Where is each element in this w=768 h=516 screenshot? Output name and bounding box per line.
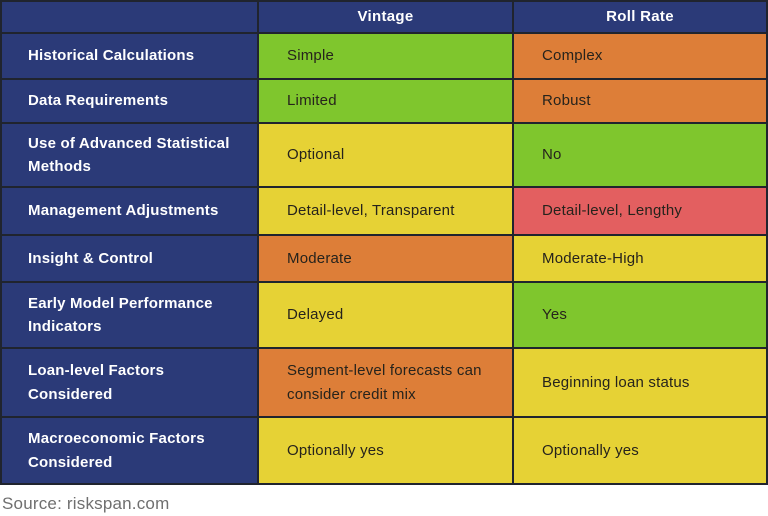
header-vintage: Vintage: [259, 2, 512, 32]
row-label-loan-level-factors: Loan-level Factors Considered: [2, 349, 257, 416]
row-label-management-adjustments: Management Adjustments: [2, 188, 257, 234]
vintage-cell: Detail-level, Transparent: [259, 188, 512, 234]
header-roll-rate: Roll Rate: [514, 2, 766, 32]
vintage-cell: Simple: [259, 34, 512, 78]
roll-rate-cell: No: [514, 124, 766, 186]
roll-rate-cell: Robust: [514, 80, 766, 122]
comparison-table: Vintage Roll Rate Historical Calculation…: [0, 0, 768, 485]
source-attribution: Source: riskspan.com: [2, 494, 170, 513]
roll-rate-cell: Complex: [514, 34, 766, 78]
row-label-insight-and-control: Insight & Control: [2, 236, 257, 281]
roll-rate-cell: Yes: [514, 283, 766, 347]
vintage-cell: Optional: [259, 124, 512, 186]
roll-rate-cell: Detail-level, Lengthy: [514, 188, 766, 234]
vintage-cell: Delayed: [259, 283, 512, 347]
row-label-historical-calculations: Historical Calculations: [2, 34, 257, 78]
row-label-early-model-performance: Early Model Performance Indicators: [2, 283, 257, 347]
vintage-cell: Optionally yes: [259, 418, 512, 483]
vintage-cell: Moderate: [259, 236, 512, 281]
vintage-cell: Limited: [259, 80, 512, 122]
row-label-data-requirements: Data Requirements: [2, 80, 257, 122]
roll-rate-cell: Optionally yes: [514, 418, 766, 483]
roll-rate-cell: Beginning loan status: [514, 349, 766, 416]
row-label-macroeconomic-factors: Macroeconomic Factors Considered: [2, 418, 257, 483]
header-corner-cell: [2, 2, 257, 32]
vintage-cell: Segment-level forecasts can consider cre…: [259, 349, 512, 416]
roll-rate-cell: Moderate-High: [514, 236, 766, 281]
row-label-advanced-statistical-methods: Use of Advanced Statistical Methods: [2, 124, 257, 186]
